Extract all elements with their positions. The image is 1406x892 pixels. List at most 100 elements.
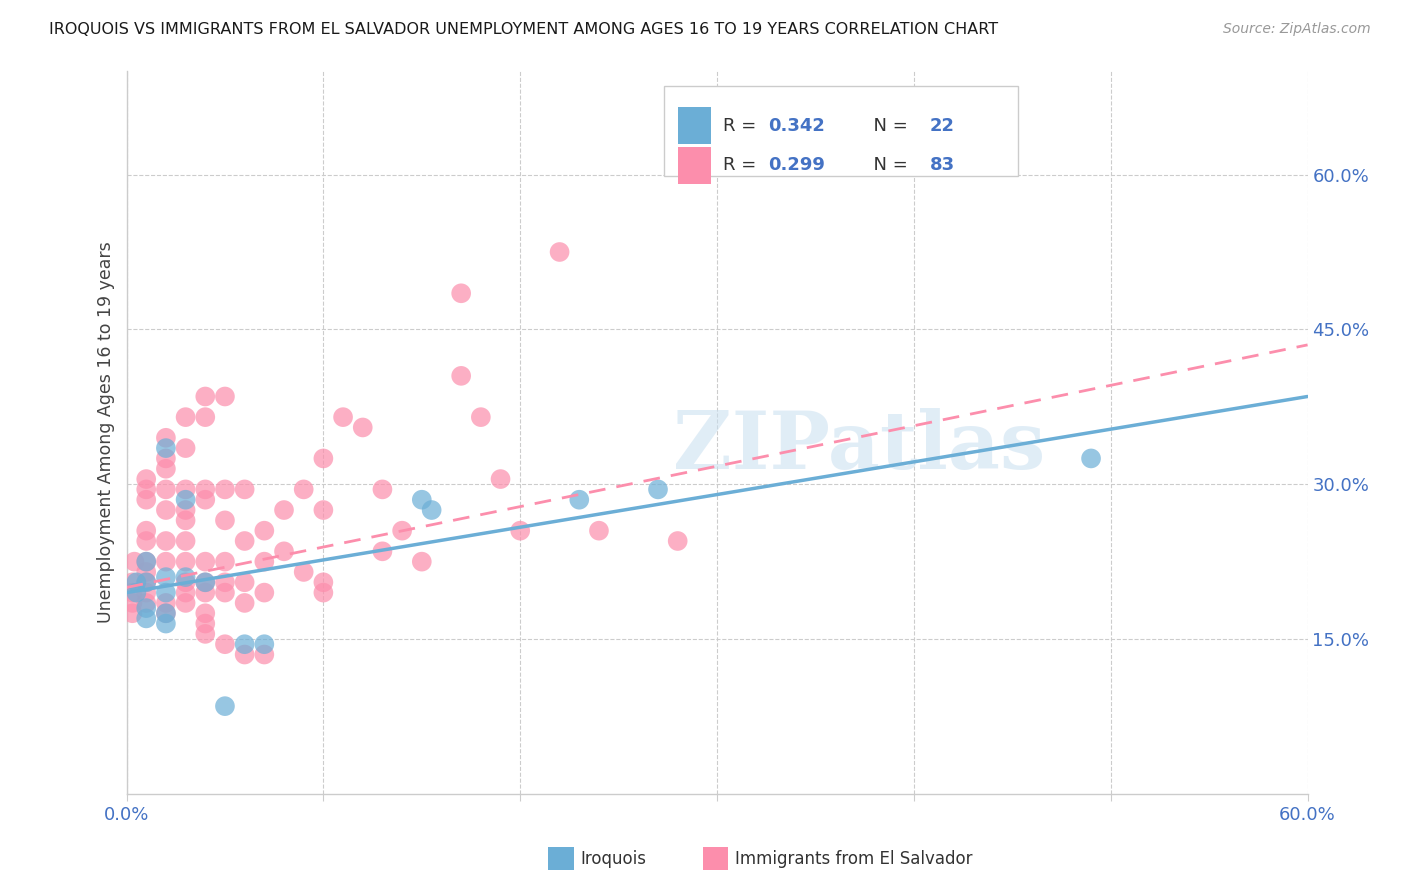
Point (155, 570, 177, 584)
Point (121, 585, 143, 599)
Point (214, 575, 236, 590)
Point (174, 492, 197, 507)
Text: 0.342: 0.342 (768, 117, 825, 135)
Point (124, 555, 146, 569)
Point (155, 451, 177, 466)
Point (135, 483, 157, 497)
Text: 0.299: 0.299 (768, 156, 825, 174)
Point (194, 575, 217, 590)
Point (135, 565, 157, 579)
Point (174, 441, 197, 455)
Point (174, 513, 197, 527)
Point (470, 410, 492, 425)
Text: N =: N = (862, 156, 914, 174)
Point (135, 596, 157, 610)
Point (214, 513, 236, 527)
Point (411, 492, 433, 507)
Point (155, 483, 177, 497)
Point (233, 637, 256, 651)
Text: ZIPatlas: ZIPatlas (672, 408, 1045, 486)
Point (155, 555, 177, 569)
Point (233, 596, 256, 610)
Point (253, 524, 276, 538)
Point (588, 524, 610, 538)
Point (135, 611, 157, 625)
Point (155, 616, 177, 631)
Point (174, 555, 197, 569)
Point (312, 585, 335, 599)
Point (371, 544, 394, 558)
Bar (678, 107, 711, 145)
Point (509, 524, 531, 538)
Point (194, 585, 217, 599)
Point (155, 607, 177, 621)
Point (135, 524, 157, 538)
Text: IROQUOIS VS IMMIGRANTS FROM EL SALVADOR UNEMPLOYMENT AMONG AGES 16 TO 19 YEARS C: IROQUOIS VS IMMIGRANTS FROM EL SALVADOR … (49, 22, 998, 37)
Point (121, 575, 143, 590)
Point (420, 503, 443, 517)
Point (155, 462, 177, 476)
Point (174, 585, 197, 599)
Point (332, 410, 354, 425)
Point (135, 533, 157, 548)
Point (292, 565, 315, 579)
Point (194, 555, 217, 569)
Point (174, 410, 197, 425)
Point (371, 483, 394, 497)
Point (135, 575, 157, 590)
Point (155, 607, 177, 621)
Point (174, 503, 197, 517)
Point (450, 368, 472, 383)
Text: 22: 22 (929, 117, 955, 135)
Point (194, 575, 217, 590)
Text: R =: R = (723, 117, 762, 135)
Point (194, 492, 217, 507)
Text: Immigrants from El Salvador: Immigrants from El Salvador (735, 850, 973, 869)
Point (125, 575, 148, 590)
Point (194, 607, 217, 621)
Point (121, 607, 143, 621)
Point (135, 555, 157, 569)
Point (352, 420, 374, 434)
Point (174, 533, 197, 548)
Point (450, 286, 472, 301)
Point (214, 389, 236, 403)
Point (155, 533, 177, 548)
Point (253, 648, 276, 662)
Point (125, 585, 148, 599)
Point (312, 451, 335, 466)
Point (174, 596, 197, 610)
Point (233, 483, 256, 497)
Point (568, 492, 591, 507)
Point (233, 648, 256, 662)
Point (135, 575, 157, 590)
Point (135, 585, 157, 599)
Point (489, 472, 512, 486)
Point (391, 524, 413, 538)
Point (647, 483, 669, 497)
Bar (678, 146, 711, 184)
Point (253, 637, 276, 651)
Text: Iroquois: Iroquois (581, 850, 647, 869)
Text: R =: R = (723, 156, 762, 174)
Point (155, 441, 177, 455)
Point (194, 410, 217, 425)
Point (253, 555, 276, 569)
Point (548, 244, 571, 259)
Point (135, 555, 157, 569)
Point (155, 585, 177, 599)
FancyBboxPatch shape (664, 86, 1018, 176)
Point (411, 555, 433, 569)
Point (194, 616, 217, 631)
Point (292, 483, 315, 497)
Text: N =: N = (862, 117, 914, 135)
Point (1080, 451, 1102, 466)
Point (174, 570, 197, 584)
Point (155, 431, 177, 445)
Point (121, 596, 143, 610)
Point (174, 483, 197, 497)
Point (155, 596, 177, 610)
Point (863, 131, 886, 145)
Point (233, 533, 256, 548)
Point (214, 699, 236, 714)
